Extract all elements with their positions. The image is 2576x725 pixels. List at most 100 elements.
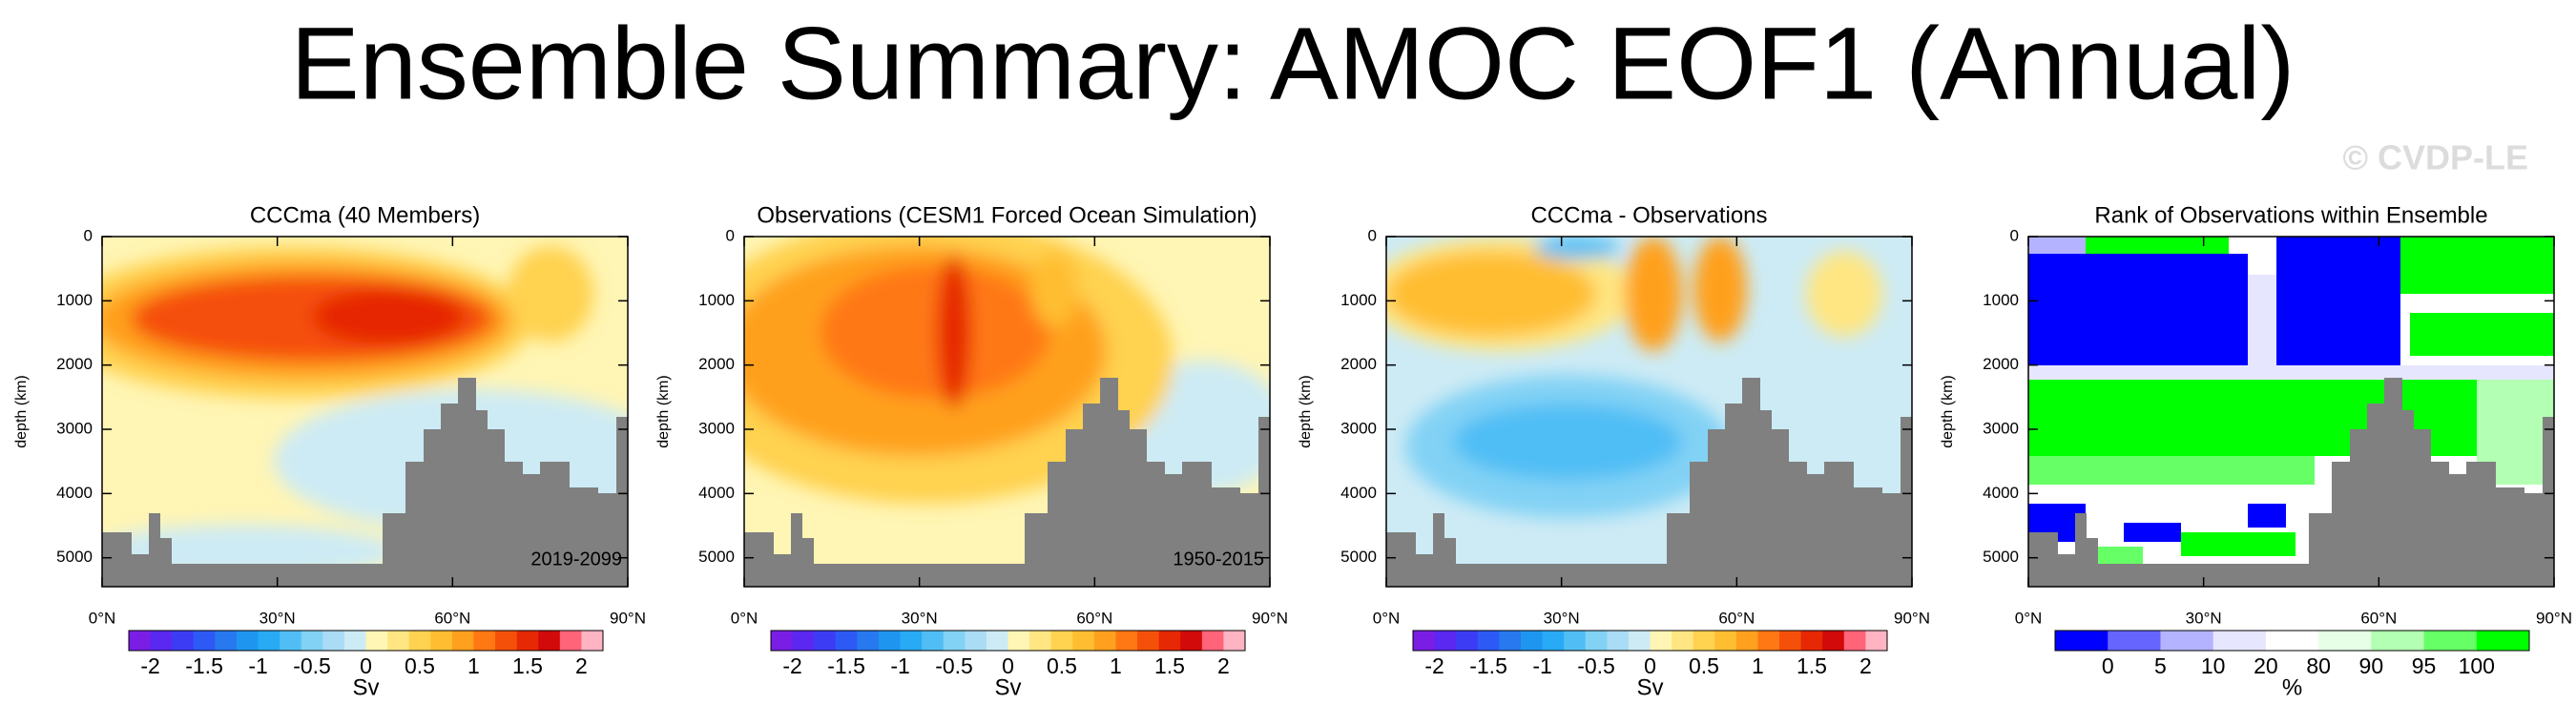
colorbar-cell <box>792 631 815 651</box>
x-tick-label: 90°N <box>2536 609 2572 627</box>
colorbar-cell <box>1477 631 1500 651</box>
colorbar-cell <box>193 631 216 651</box>
y-tick-label: 5000 <box>56 548 93 566</box>
y-tick-label: 2000 <box>56 355 93 373</box>
colorbar-tick-label: 0 <box>2102 653 2114 678</box>
colorbar-cell <box>451 631 474 651</box>
colorbar-cell <box>343 631 366 651</box>
y-tick-label: 3000 <box>1340 420 1377 438</box>
colorbar-label: % <box>2282 674 2302 700</box>
colorbar-cell <box>1158 631 1181 651</box>
colorbar-cell <box>1434 631 1457 651</box>
colorbar-cell <box>835 631 858 651</box>
plot-area <box>54 237 675 587</box>
plot-frame <box>1385 236 1913 588</box>
y-tick-label: 3000 <box>698 420 735 438</box>
colorbar-cell <box>1757 631 1780 651</box>
colorbar-tick-label: 2 <box>1217 653 1230 678</box>
y-tick-label: 2000 <box>1983 355 2019 373</box>
colorbar-tick-label: 0 <box>1644 653 1656 678</box>
colorbar-tick-label: -1 <box>890 653 909 678</box>
colorbar-cell <box>922 631 945 651</box>
colorbar-cell <box>771 631 794 651</box>
x-tick-label: 60°N <box>2360 609 2397 627</box>
y-tick-label: 1000 <box>1340 291 1377 309</box>
y-tick-label: 0 <box>1368 226 1377 244</box>
y-tick-label: 0 <box>84 226 93 244</box>
x-tick-label: 30°N <box>2186 609 2222 627</box>
y-tick-label: 5000 <box>1340 548 1377 566</box>
y-tick-label: 5000 <box>698 548 735 566</box>
x-tick-label: 0°N <box>731 609 758 627</box>
y-axis-label: depth (km) <box>1940 375 1956 447</box>
colorbar-tick-label: -1 <box>248 653 267 678</box>
colorbar-cell <box>1456 631 1479 651</box>
colorbar-cell <box>387 631 410 651</box>
colorbar-cell <box>1672 631 1694 651</box>
colorbar-cell <box>900 631 923 651</box>
colorbar-cell <box>495 631 518 651</box>
colorbar-cell <box>365 631 388 651</box>
colorbar-cell <box>258 631 280 651</box>
colorbar-cell <box>215 631 238 651</box>
colorbar-cell <box>172 631 195 651</box>
colorbar-cell <box>1800 631 1823 651</box>
y-tick-label: 1000 <box>1983 291 2019 309</box>
colorbar-cell <box>408 631 431 651</box>
colorbar-frame <box>2054 630 2530 652</box>
colorbar-cell <box>1865 631 1888 651</box>
colorbar-cell <box>2108 631 2161 651</box>
colorbar-tick-label: -0.5 <box>293 653 331 678</box>
colorbar-tick-label: 1.5 <box>1154 653 1185 678</box>
y-tick-label: 4000 <box>1340 484 1377 502</box>
colorbar-tick-label: 80 <box>2306 653 2331 678</box>
x-tick-label: 60°N <box>1718 609 1755 627</box>
colorbar-tick-label: 1.5 <box>512 653 543 678</box>
colorbar-tick-label: 10 <box>2201 653 2226 678</box>
plot-area <box>2028 237 2554 587</box>
colorbar-cell <box>1650 631 1672 651</box>
y-tick-label: 5000 <box>1983 548 2019 566</box>
y-tick-label: 4000 <box>56 484 93 502</box>
colorbar-cell <box>2318 631 2372 651</box>
colorbar-tick-label: -1.5 <box>827 653 865 678</box>
colorbar-tick-label: -2 <box>140 653 159 678</box>
colorbar-cell <box>1137 631 1160 651</box>
colorbar-tick-label: 20 <box>2254 653 2278 678</box>
colorbar-tick-label: -0.5 <box>1577 653 1615 678</box>
colorbar-cell <box>878 631 902 651</box>
colorbar-tick-label: 1 <box>467 653 480 678</box>
colorbar-cell <box>1843 631 1866 651</box>
colorbar: -2 -1.5 -1 -0.5 0 0.5 1 1.5 2 Sv <box>770 630 1246 700</box>
colorbar-label: Sv <box>352 674 379 700</box>
colorbar-cell <box>2212 631 2267 651</box>
colorbar-cell <box>814 631 837 651</box>
colorbar-tick-label: -1.5 <box>1469 653 1507 678</box>
x-tick-label: 30°N <box>260 609 296 627</box>
colorbar-cell <box>1714 631 1737 651</box>
period-label: 1950-2015 <box>1173 549 1264 570</box>
colorbar-cell <box>538 631 561 651</box>
colorbar-cell <box>322 631 345 651</box>
colorbar-tick-label: 1 <box>1752 653 1764 678</box>
panel-title: Observations (CESM1 Forced Ocean Simulat… <box>757 202 1257 228</box>
y-tick-label: 3000 <box>1983 420 2019 438</box>
colorbar-tick-label: 100 <box>2459 653 2495 678</box>
colorbar-label: Sv <box>1636 674 1663 700</box>
panel-title: Rank of Observations within Ensemble <box>2094 202 2487 228</box>
x-tick-label: 30°N <box>902 609 938 627</box>
colorbar-label: Sv <box>994 674 1021 700</box>
colorbar: 0 5 10 20 80 90 95 100% <box>2054 630 2530 700</box>
colorbar-cell <box>1585 631 1608 651</box>
colorbar-cell <box>1542 631 1565 651</box>
x-tick-label: 30°N <box>1544 609 1580 627</box>
colorbar-tick-label: 0.5 <box>1689 653 1719 678</box>
x-tick-label: 90°N <box>1252 609 1288 627</box>
y-tick-label: 1000 <box>56 291 93 309</box>
colorbar-tick-label: -0.5 <box>935 653 973 678</box>
colorbar-cell <box>581 631 604 651</box>
colorbar: -2 -1.5 -1 -0.5 0 0.5 1 1.5 2 Sv <box>1412 630 1888 700</box>
colorbar-cell <box>1029 631 1052 651</box>
